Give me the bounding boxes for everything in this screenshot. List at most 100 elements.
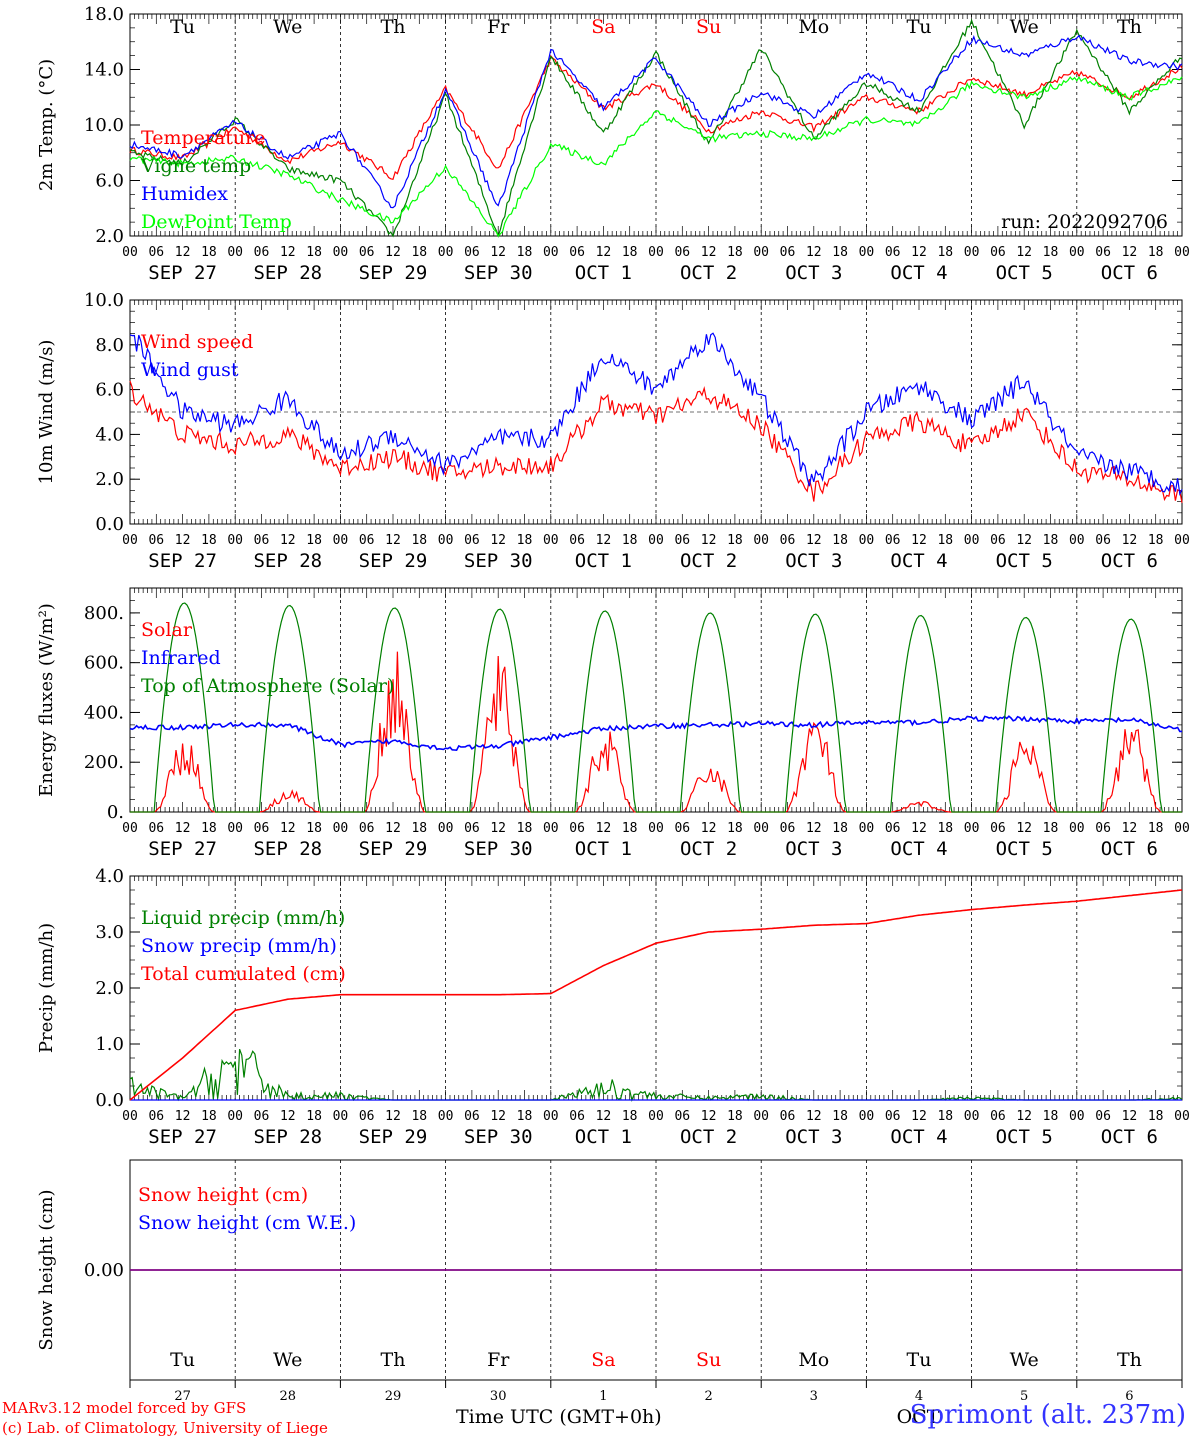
legend-entry: Wind gust (141, 359, 239, 381)
hour-tick-label: 18 (306, 821, 322, 836)
hour-tick-label: 18 (622, 821, 638, 836)
date-label: OCT (897, 1406, 940, 1428)
legend-entry: Liquid precip (mm/h) (141, 907, 345, 929)
legend-entry: Snow height (cm) (138, 1184, 308, 1206)
day-number: 3 (810, 1389, 818, 1404)
hour-tick-label: 06 (464, 1109, 480, 1124)
hour-tick-label: 06 (148, 1109, 164, 1124)
hour-tick-label: 18 (201, 1109, 217, 1124)
weekday-label: We (1010, 16, 1039, 38)
hour-tick-label: 00 (227, 533, 243, 548)
hour-tick-label: 18 (832, 533, 848, 548)
hour-tick-label: 12 (596, 533, 612, 548)
hour-tick-label: 06 (464, 821, 480, 836)
hour-tick-label: 18 (306, 245, 322, 260)
y-tick-label: 2.0 (95, 978, 124, 999)
weekday-label: Th (381, 1349, 406, 1371)
date-label: OCT 6 (1101, 1126, 1158, 1148)
hour-tick-label: 00 (1174, 1109, 1190, 1124)
day-number: 5 (1020, 1389, 1028, 1404)
legend-entry: DewPoint Temp (141, 211, 292, 233)
weekday-label: Su (696, 16, 721, 38)
hour-tick-label: 12 (490, 245, 506, 260)
hour-tick-label: 06 (254, 533, 270, 548)
hour-tick-label: 12 (1016, 533, 1032, 548)
hour-tick-label: 12 (490, 821, 506, 836)
hour-tick-label: 00 (333, 1109, 349, 1124)
hour-tick-label: 00 (648, 245, 664, 260)
hour-tick-label: 06 (359, 245, 375, 260)
hour-tick-label: 00 (438, 1109, 454, 1124)
hour-tick-label: 12 (385, 245, 401, 260)
hour-tick-label: 06 (1095, 821, 1111, 836)
y-tick-label: 0. (107, 802, 124, 823)
hour-tick-label: 18 (411, 533, 427, 548)
hour-tick-label: 18 (517, 821, 533, 836)
hour-tick-label: 18 (937, 245, 953, 260)
date-label: OCT 1 (575, 262, 632, 284)
series-line-2-2 (129, 332, 1183, 497)
weekday-label: We (1010, 1349, 1039, 1371)
y-axis-label: 10m Wind (m/s) (36, 340, 57, 485)
hour-tick-label: 06 (464, 245, 480, 260)
hour-tick-label: 12 (596, 821, 612, 836)
day-number: 1 (599, 1389, 607, 1404)
y-tick-label: 800. (84, 603, 124, 624)
hour-tick-label: 06 (148, 821, 164, 836)
date-label: SEP 29 (359, 838, 428, 860)
hour-tick-label: 12 (596, 1109, 612, 1124)
series-line-3-3 (130, 602, 1182, 813)
hour-tick-label: 06 (780, 533, 796, 548)
hour-tick-label: 12 (175, 533, 191, 548)
y-tick-label: 0.00 (84, 1260, 124, 1281)
hour-tick-label: 12 (806, 821, 822, 836)
legend-entry: Humidex (141, 183, 228, 205)
hour-tick-label: 12 (385, 1109, 401, 1124)
station-name: Sprimont (alt. 237m) (909, 1400, 1186, 1430)
panel-3-frame (129, 587, 1183, 813)
hour-tick-label: 00 (753, 245, 769, 260)
hour-tick-label: 06 (780, 245, 796, 260)
hour-tick-label: 12 (596, 245, 612, 260)
hour-tick-label: 00 (859, 1109, 875, 1124)
hour-tick-label: 18 (411, 821, 427, 836)
y-axis-label: 2m Temp. (°C) (36, 59, 57, 191)
hour-tick-label: 18 (1043, 533, 1059, 548)
hour-tick-label: 18 (937, 1109, 953, 1124)
hour-tick-label: 06 (464, 533, 480, 548)
weekday-label: Tu (170, 1349, 195, 1371)
date-label: SEP 30 (464, 262, 533, 284)
y-tick-label: 4.0 (95, 424, 124, 445)
date-label: SEP 27 (148, 550, 217, 572)
date-label: OCT 5 (996, 550, 1053, 572)
date-label: OCT 5 (996, 1126, 1053, 1148)
y-tick-label: 6.0 (95, 171, 124, 192)
legend-entry: Vigne temp (140, 155, 251, 177)
hour-tick-label: 12 (1016, 245, 1032, 260)
y-tick-label: 6.0 (95, 380, 124, 401)
hour-tick-label: 00 (753, 821, 769, 836)
hour-tick-label: 06 (780, 1109, 796, 1124)
day-number: 4 (915, 1389, 923, 1404)
hour-tick-label: 00 (1069, 1109, 1085, 1124)
date-label: OCT 5 (996, 838, 1053, 860)
date-label: OCT 1 (575, 838, 632, 860)
hour-tick-label: 00 (859, 821, 875, 836)
hour-tick-label: 18 (937, 821, 953, 836)
hour-tick-label: 18 (411, 1109, 427, 1124)
date-label: SEP 28 (253, 838, 322, 860)
date-label: OCT 2 (680, 550, 737, 572)
hour-tick-label: 06 (569, 245, 585, 260)
y-tick-label: 4.0 (95, 866, 124, 887)
hour-tick-label: 00 (648, 533, 664, 548)
hour-tick-label: 18 (306, 1109, 322, 1124)
hour-tick-label: 12 (490, 1109, 506, 1124)
hour-tick-label: 06 (674, 533, 690, 548)
hour-tick-label: 12 (701, 1109, 717, 1124)
hour-tick-label: 18 (622, 245, 638, 260)
hour-tick-label: 18 (1043, 1109, 1059, 1124)
weekday-label: Fr (487, 1349, 510, 1371)
y-tick-label: 600. (84, 653, 124, 674)
day-number: 6 (1125, 1389, 1133, 1404)
date-label: SEP 30 (464, 550, 533, 572)
